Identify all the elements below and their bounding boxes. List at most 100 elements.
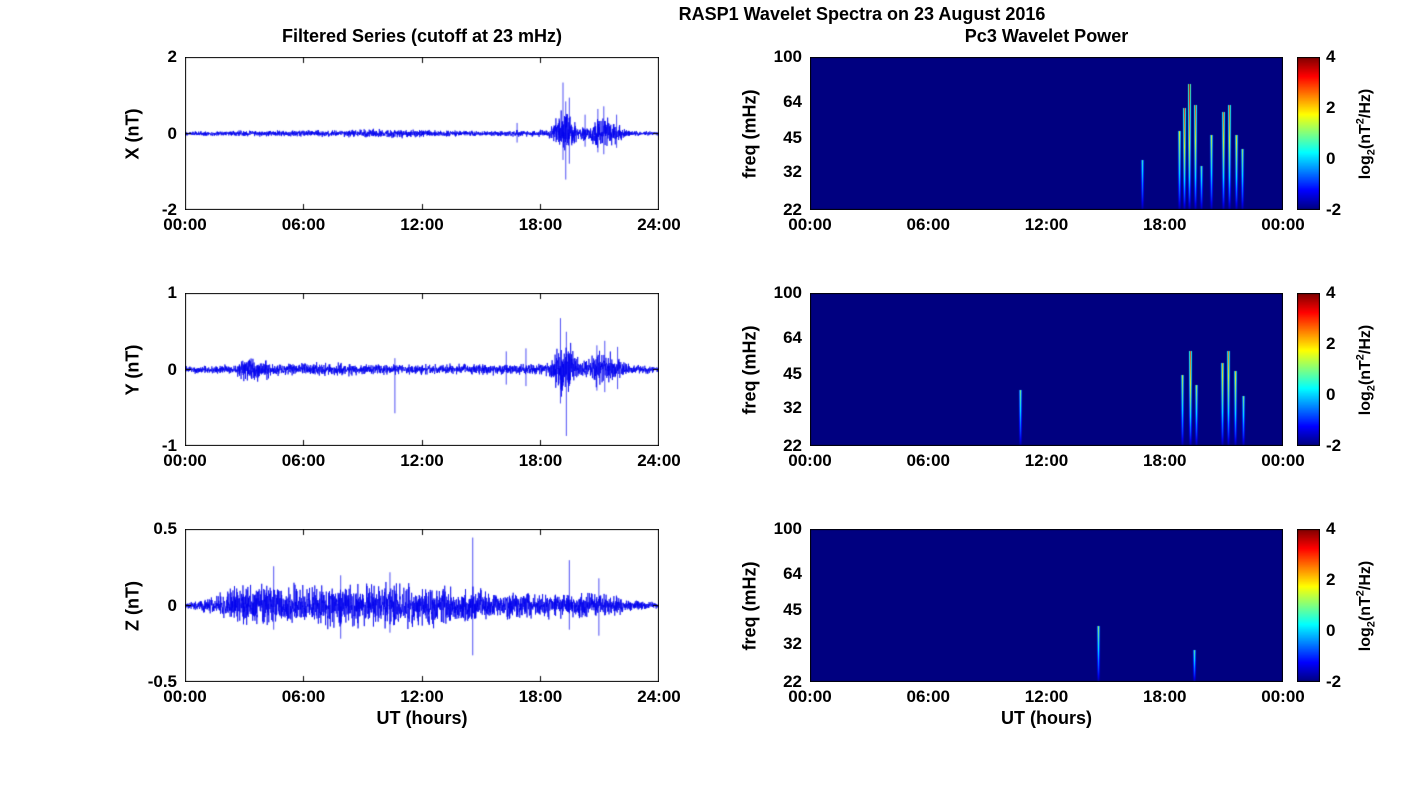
spectrogram-y-panel: freq (mHz) 100 64 45 32 22 00:00 06:00 1…: [740, 283, 1378, 470]
colorbar-tick-label: 0: [1326, 149, 1336, 168]
colorbar-label-sub: 2: [1365, 620, 1378, 627]
xtick-label: 00:00: [1261, 451, 1305, 470]
ytick-label: 45: [783, 363, 802, 383]
colorbar: [1297, 529, 1320, 682]
spectrogram-z-plot: [810, 529, 1283, 682]
colorbar: [1297, 293, 1320, 446]
timeseries-z-plot: [185, 529, 659, 682]
xtick-label: 18:00: [1143, 687, 1187, 706]
xtick-label: 06:00: [906, 215, 950, 234]
ytick-label: -2: [161, 200, 177, 219]
xtick-label: 12:00: [1024, 451, 1069, 470]
timeseries-y-yticks: 1 0 -1: [125, 283, 185, 455]
colorbar-label-sub: 2: [1365, 148, 1378, 155]
timeseries-z-panel: Z (nT) 0.5 0 -0.5 00:00 06:00 12:00 18:0…: [123, 519, 681, 706]
xtick-label: 06:00: [281, 451, 326, 470]
xtick-label: 18:00: [518, 215, 563, 234]
xtick-label: 00:00: [788, 687, 832, 706]
colorbar-tick-label: 4: [1326, 519, 1336, 538]
ytick-label: -0.5: [147, 672, 177, 691]
timeseries-y-panel: Y (nT) 1 0 -1 00:00 06:00 12:00 18:00 24…: [123, 283, 681, 470]
spectrogram-x-yticks: 100 64 45 32 22: [750, 47, 810, 219]
ytick-label: 0: [167, 595, 177, 615]
xtick-label: 00:00: [788, 215, 832, 234]
colorbar-label: log2(nT2/Hz): [1355, 88, 1378, 178]
colorbar-tick-label: 2: [1326, 569, 1336, 589]
xtick-label: 18:00: [518, 451, 563, 470]
timeseries-z-yticks: 0.5 0 -0.5: [125, 519, 185, 691]
xtick-label: 00:00: [163, 687, 207, 706]
ytick-label: 64: [783, 564, 802, 584]
colorbar-tick-label: 2: [1326, 97, 1336, 117]
colorbar-label-sup: 2: [1354, 589, 1367, 596]
colorbar-label-part: /Hz): [1357, 324, 1375, 354]
ytick-label: 45: [783, 599, 802, 619]
colorbar-label-part: (nT: [1357, 359, 1375, 385]
colorbar-label-part: /Hz): [1357, 88, 1375, 118]
right-xaxis-label: UT (hours): [1001, 708, 1092, 728]
ytick-label: 32: [783, 398, 802, 418]
spectrogram-x-panel: freq (mHz) 100 64 45 32 22 00:00 06:00 1…: [740, 47, 1378, 234]
timeseries-y-xticks: 00:00 06:00 12:00 18:00 24:00: [163, 446, 680, 470]
spectrogram-x-xticks: 00:00 06:00 12:00 18:00 00:00: [788, 210, 1304, 234]
figure-title: RASP1 Wavelet Spectra on 23 August 2016: [678, 4, 1046, 24]
xtick-label: 12:00: [1024, 687, 1069, 706]
colorbar-label-part: (nT: [1357, 595, 1375, 621]
spectrogram-z-yticks: 100 64 45 32 22: [750, 519, 810, 691]
ytick-label: 100: [773, 519, 802, 538]
ytick-label: 64: [783, 328, 802, 348]
spectrogram-y-yticks: 100 64 45 32 22: [750, 283, 810, 455]
timeseries-z-xticks: 00:00 06:00 12:00 18:00 24:00: [163, 682, 680, 706]
colorbar-tick-label: -2: [1326, 436, 1342, 455]
ytick-label: 22: [783, 200, 802, 219]
colorbar-label-part: (nT: [1357, 123, 1375, 149]
xtick-label: 12:00: [400, 687, 444, 706]
timeseries-x-panel: X (nT) 2 0 -2 00:00 06:00 12:00 18:00 24…: [123, 47, 681, 234]
timeseries-y-plot: [185, 293, 659, 446]
ytick-label: 100: [773, 283, 802, 302]
timeseries-x-yticks: 2 0 -2: [125, 47, 185, 219]
xtick-label: 00:00: [163, 451, 207, 470]
colorbar-tick-label: 4: [1326, 47, 1336, 66]
ytick-label: 32: [783, 162, 802, 182]
colorbar-tick-label: 2: [1326, 333, 1336, 353]
ytick-label: 22: [783, 436, 802, 455]
spectrogram-y-plot: [810, 293, 1283, 446]
colorbar-label-part: log: [1357, 154, 1375, 179]
xtick-label: 12:00: [400, 451, 444, 470]
xtick-label: 00:00: [788, 451, 832, 470]
colorbar-label-part: log: [1357, 626, 1375, 651]
ytick-label: 64: [783, 92, 802, 112]
xtick-label: 12:00: [1024, 215, 1069, 234]
xtick-label: 24:00: [637, 215, 681, 234]
colorbar-label-sub: 2: [1365, 384, 1378, 391]
xtick-label: 18:00: [1143, 215, 1187, 234]
ytick-label: 1: [167, 283, 177, 302]
xtick-label: 06:00: [281, 687, 326, 706]
colorbar-tick-label: 4: [1326, 283, 1336, 302]
left-xaxis-label: UT (hours): [376, 708, 468, 728]
colorbar-label-sup: 2: [1354, 353, 1367, 360]
xtick-label: 06:00: [281, 215, 326, 234]
colorbar-tick-label: -2: [1326, 672, 1342, 691]
colorbar-ticks: 4 2 0 -2: [1326, 47, 1360, 219]
colorbar-ticks: 4 2 0 -2: [1326, 283, 1360, 455]
ytick-label: 100: [773, 47, 802, 66]
colorbar-tick-label: -2: [1326, 200, 1342, 219]
colorbar-label-part: log: [1357, 390, 1375, 415]
spectrogram-z-xticks: 00:00 06:00 12:00 18:00 00:00: [788, 682, 1304, 706]
colorbar-tick-label: 0: [1326, 621, 1336, 640]
ytick-label: 45: [783, 127, 802, 147]
colorbar-label-part: /Hz): [1357, 560, 1375, 590]
xtick-label: 00:00: [163, 215, 207, 234]
colorbar-label: log2(nT2/Hz): [1355, 324, 1378, 414]
ytick-label: 0.5: [153, 519, 177, 538]
spectrogram-z-panel: freq (mHz) 100 64 45 32 22 00:00 06:00 1…: [740, 519, 1378, 706]
colorbar-tick-label: 0: [1326, 385, 1336, 404]
colorbar: [1297, 57, 1320, 210]
ytick-label: 0: [167, 359, 177, 379]
ytick-label: 2: [167, 47, 177, 66]
timeseries-x-xticks: 00:00 06:00 12:00 18:00 24:00: [163, 210, 680, 234]
xtick-label: 06:00: [906, 451, 950, 470]
